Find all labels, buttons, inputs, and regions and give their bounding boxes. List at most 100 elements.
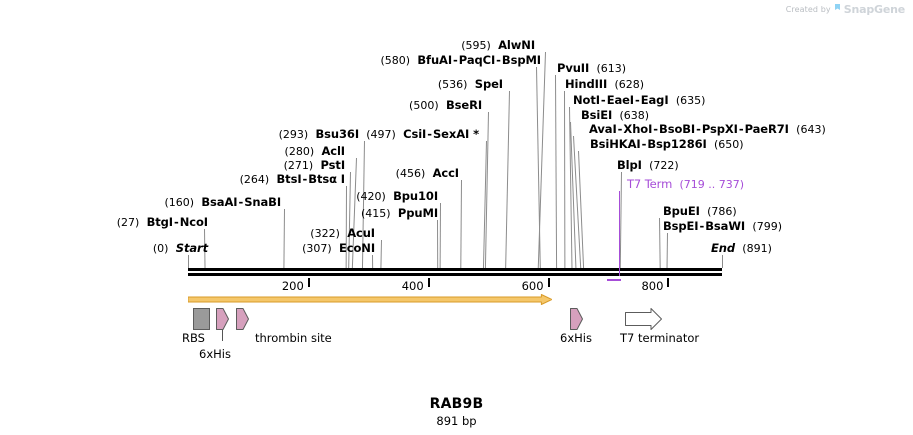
feature-label-t7-term: T7 Term (719 .. 737) bbox=[627, 178, 744, 191]
marker-label: Start bbox=[175, 241, 208, 255]
enzyme-name: Btsα I bbox=[308, 172, 345, 186]
enzyme-position: (595) bbox=[461, 39, 491, 52]
enzyme-name: HindIII bbox=[565, 77, 608, 91]
enzyme-position: (536) bbox=[437, 78, 468, 91]
enzyme-position: (27) bbox=[116, 216, 140, 229]
leader-line-BspEI bbox=[666, 233, 668, 268]
enzyme-label-AcuI: (322) AcuI bbox=[0, 227, 375, 240]
leader-line-start bbox=[188, 255, 189, 268]
enzyme-name: BfuAI bbox=[417, 53, 453, 67]
enzyme-name: XhoI bbox=[623, 122, 653, 136]
enzyme-name: CsiI bbox=[403, 127, 427, 141]
snapgene-flag-icon bbox=[834, 3, 841, 16]
enzyme-label-NotI: NotI-EaeI-EagI (635) bbox=[573, 93, 706, 107]
enzyme-label-BlpI: BlpI (722) bbox=[617, 159, 679, 172]
leader-line-AcuI bbox=[380, 240, 382, 268]
feature-glyph-6xhis[interactable] bbox=[216, 308, 229, 330]
enzyme-name: AcuI bbox=[347, 226, 375, 240]
enzyme-position: (456) bbox=[395, 167, 426, 180]
enzyme-label-AvaI: AvaI-XhoI-BsoBI-PspXI-PaeR7I (643) bbox=[589, 122, 826, 136]
enzyme-name: BsiHKAI bbox=[590, 137, 641, 151]
feature-glyph-thrombin-site[interactable] bbox=[236, 308, 249, 330]
enzyme-label-SpeI: (536) SpeI bbox=[0, 78, 503, 91]
feature-axis-mark-t7-term bbox=[606, 279, 621, 281]
sequence-marker-start: (0) Start bbox=[0, 242, 208, 255]
enzyme-name: BsoBI bbox=[659, 122, 696, 136]
enzyme-name: AvaI bbox=[589, 122, 617, 136]
axis-tick-label-200: 200 bbox=[281, 279, 304, 293]
axis-tick-mark-600 bbox=[547, 278, 550, 287]
snapgene-credit: Created by SnapGene bbox=[786, 3, 905, 16]
enzyme-position: (786) bbox=[707, 205, 737, 218]
enzyme-name: EaeI bbox=[606, 93, 634, 107]
enzyme-name: EcoNI bbox=[339, 241, 375, 255]
leader-line-SpeI bbox=[505, 91, 511, 268]
enzyme-position: (580) bbox=[380, 54, 411, 67]
enzyme-name: BpuEI bbox=[663, 204, 700, 218]
feature-name: T7 Term bbox=[627, 177, 673, 191]
feature-track-label-t7-terminator: T7 terminator bbox=[620, 331, 700, 345]
leader-line-Bpu10I bbox=[439, 203, 441, 268]
enzyme-label-BtsI: (264) BtsI-Btsα I bbox=[239, 172, 345, 186]
feature-range: (719 .. 737) bbox=[679, 178, 745, 191]
axis-tick-label-400: 400 bbox=[401, 279, 424, 293]
map-title: RAB9B 891 bp bbox=[0, 396, 913, 428]
enzyme-label-PpuMI: (415) PpuMI bbox=[0, 207, 438, 220]
enzyme-label-BfuAI: (580) BfuAI-PaqCI-BspMI bbox=[380, 53, 541, 67]
enzyme-position: (271) bbox=[283, 159, 314, 172]
enzyme-name: PpuMI bbox=[397, 206, 438, 220]
enzyme-position: (420) bbox=[356, 190, 386, 203]
credit-brand: SnapGene bbox=[843, 3, 905, 16]
enzyme-name: PvuII bbox=[557, 61, 590, 75]
enzyme-label-AclI: (280) AclI bbox=[0, 145, 346, 158]
marker-position: (891) bbox=[742, 242, 772, 255]
enzyme-name: BsiEI bbox=[581, 108, 613, 122]
enzyme-label-BseRI: (500) BseRI bbox=[0, 99, 482, 112]
leader-line-PvuII bbox=[555, 75, 558, 268]
enzyme-name: PaqCI bbox=[458, 53, 496, 67]
enzyme-label-BspEI: BspEI-BsaWI (799) bbox=[663, 219, 783, 233]
feature-glyph-6xhis[interactable] bbox=[570, 308, 583, 330]
feature-leader-6xhis bbox=[222, 330, 223, 341]
enzyme-name: NcoI bbox=[179, 215, 208, 229]
enzyme-label-BsiHKAI: BsiHKAI-Bsp1286I (650) bbox=[590, 137, 744, 151]
enzyme-position: (635) bbox=[675, 94, 706, 107]
leader-line-BpuEI bbox=[659, 218, 661, 268]
enzyme-position: (415) bbox=[361, 207, 391, 220]
feature-glyph-t7-terminator[interactable] bbox=[625, 308, 662, 330]
enzyme-position: (643) bbox=[796, 123, 826, 136]
enzyme-name: PaeR7I bbox=[744, 122, 789, 136]
enzyme-label-BtgI: (27) BtgI-NcoI bbox=[116, 215, 208, 229]
enzyme-label-Bpu10I: (420) Bpu10I bbox=[0, 190, 438, 203]
enzyme-position: (497) bbox=[366, 128, 396, 141]
enzyme-name: Bpu10I bbox=[393, 189, 438, 203]
leader-line-AccI bbox=[460, 180, 463, 268]
leader-line-end bbox=[722, 255, 723, 268]
enzyme-label-BsiEI: BsiEI (638) bbox=[581, 109, 649, 122]
enzyme-position: (307) bbox=[302, 242, 332, 255]
axis-tick-label-600: 600 bbox=[521, 279, 544, 293]
enzyme-name: SpeI bbox=[474, 77, 503, 91]
axis-line-top bbox=[188, 268, 722, 271]
enzyme-name: BtgI bbox=[146, 215, 173, 229]
feature-glyph-rbs[interactable] bbox=[193, 308, 210, 330]
enzyme-name: PspXI bbox=[701, 122, 738, 136]
enzyme-position: (264) bbox=[239, 173, 270, 186]
enzyme-name: SexAI * bbox=[433, 127, 479, 141]
leader-line-HindIII bbox=[564, 91, 566, 268]
enzyme-name: AccI bbox=[432, 166, 460, 180]
enzyme-position: (650) bbox=[714, 138, 744, 151]
leader-line-t7-term bbox=[618, 191, 621, 276]
enzyme-position: (613) bbox=[596, 62, 627, 75]
axis-tick-mark-800 bbox=[667, 278, 670, 287]
enzyme-label-PstI: (271) PstI bbox=[0, 159, 345, 172]
enzyme-position: (500) bbox=[409, 99, 439, 112]
feature-track-label-6xhis: 6xHis bbox=[199, 347, 231, 361]
enzyme-name: BseRI bbox=[445, 98, 482, 112]
enzyme-position: (799) bbox=[752, 220, 783, 233]
orf-arrow bbox=[187, 290, 553, 305]
enzyme-name: NotI bbox=[573, 93, 600, 107]
enzyme-position: (722) bbox=[649, 159, 679, 172]
marker-position: (0) bbox=[152, 242, 169, 255]
enzyme-label-AccI: (456) AccI bbox=[0, 167, 459, 180]
